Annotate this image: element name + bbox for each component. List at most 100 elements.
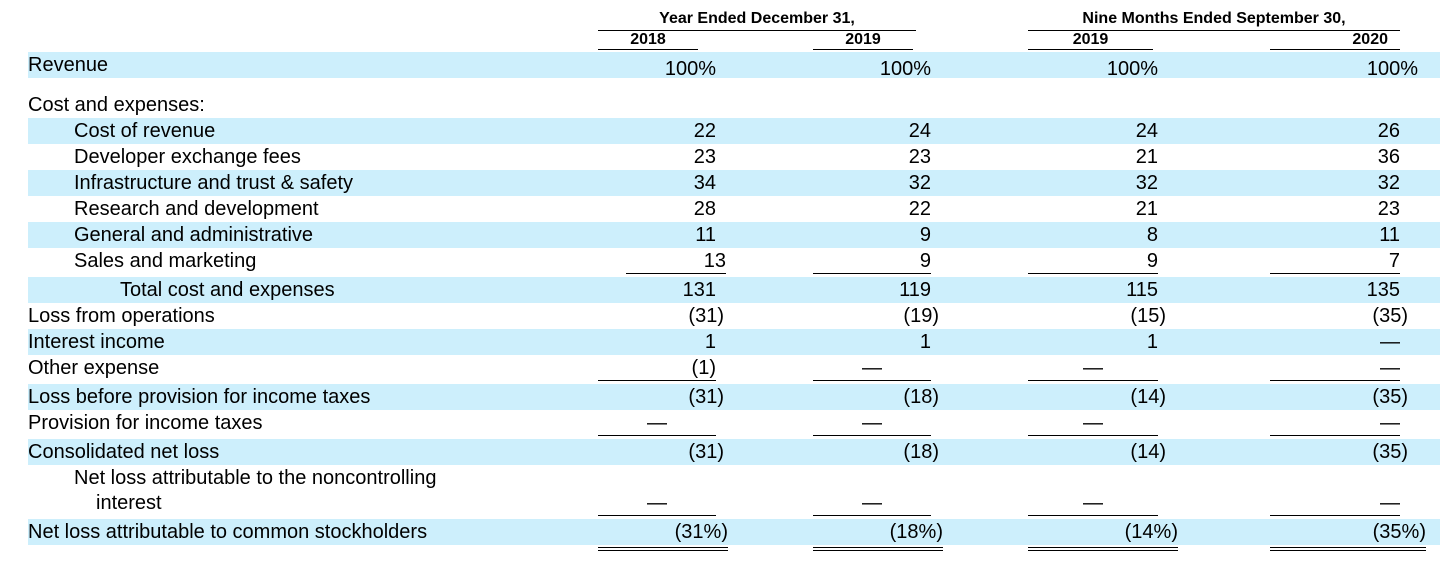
- value-2020-nine: —: [1270, 490, 1400, 516]
- table-row-other-expense: Other expense (1) — — —: [28, 355, 1440, 381]
- row-label: Loss before provision for income taxes: [28, 386, 371, 408]
- value-2018: 131: [682, 279, 716, 301]
- value-2019-nine: (14%): [1028, 519, 1178, 551]
- value-2019: —: [813, 490, 931, 516]
- table-row-developer-exchange-fees: Developer exchange fees 23 23 21 36: [28, 144, 1440, 170]
- value-2020-nine: 23: [1377, 198, 1400, 220]
- header-year-ended: Year Ended December 31,: [598, 8, 916, 31]
- value-2020-nine: 11: [1379, 224, 1400, 246]
- value-2020-nine: 7: [1270, 248, 1400, 274]
- table-row-sales-marketing: Sales and marketing 13 9 9 7: [28, 248, 1440, 274]
- value-2020-nine: —: [1380, 331, 1400, 353]
- value-2019: (19): [903, 305, 939, 327]
- value-2018: 28: [693, 198, 716, 220]
- row-label: Net loss attributable to common stockhol…: [28, 521, 428, 543]
- value-2018: 11: [695, 224, 716, 246]
- value-2018: 34: [693, 172, 716, 194]
- row-label-line2: interest: [96, 492, 162, 514]
- value-2018: 100%: [664, 58, 716, 80]
- row-label: General and administrative: [74, 224, 314, 246]
- table-row-research-development: Research and development 28 22 21 23: [28, 196, 1440, 222]
- value-2019: 23: [908, 146, 931, 168]
- row-label: Cost of revenue: [74, 120, 216, 142]
- value-2019: 32: [908, 172, 931, 194]
- value-2019: 22: [908, 198, 931, 220]
- header-year-2018: 2018: [598, 30, 698, 50]
- header-nine-months: Nine Months Ended September 30,: [1028, 8, 1400, 31]
- value-2020-nine: 135: [1366, 279, 1400, 301]
- row-label: Loss from operations: [28, 305, 215, 327]
- value-2018: 1: [704, 331, 716, 353]
- value-2019: 119: [899, 279, 931, 301]
- value-2018: (1): [598, 355, 716, 381]
- value-2020-nine: (35): [1372, 386, 1408, 408]
- value-2020-nine: (35): [1372, 441, 1408, 463]
- value-2019-nine: —: [1028, 410, 1158, 436]
- value-2019-nine: 21: [1135, 146, 1158, 168]
- table-row-consolidated-net-loss: Consolidated net loss (31) (18) (14) (35…: [28, 439, 1440, 465]
- value-2019-nine: 21: [1135, 198, 1158, 220]
- header-year-2019: 2019: [813, 30, 913, 50]
- row-label: Cost and expenses:: [28, 94, 205, 116]
- table-row-loss-from-operations: Loss from operations (31) (19) (15) (35): [28, 303, 1440, 329]
- value-2020-nine: —: [1270, 355, 1400, 381]
- value-2019-nine: —: [1028, 355, 1158, 381]
- value-2019-nine: 8: [1146, 224, 1158, 246]
- value-2019-nine: 115: [1126, 279, 1158, 301]
- value-2019-nine: 32: [1135, 172, 1158, 194]
- value-2019: —: [813, 355, 931, 381]
- table-row-cost-header: Cost and expenses:: [28, 92, 1440, 118]
- value-2018: (31): [688, 441, 724, 463]
- table-row-provision-tax: Provision for income taxes — — — —: [28, 410, 1440, 436]
- table-row-total-cost: Total cost and expenses 131 119 115 135: [28, 277, 1440, 303]
- row-label-line1: Net loss attributable to the noncontroll…: [74, 467, 437, 489]
- value-2019: 1: [919, 331, 931, 353]
- value-2018: (31%): [598, 519, 728, 551]
- table-row-revenue: Revenue 100% 100% 100% 100%: [28, 52, 1440, 80]
- value-2018: (31): [688, 386, 724, 408]
- value-2018: 22: [693, 120, 716, 142]
- value-2019-nine: —: [1028, 490, 1158, 516]
- row-label: Other expense: [28, 357, 160, 379]
- value-2019: 100%: [879, 58, 931, 80]
- value-2020-nine: —: [1270, 410, 1400, 436]
- table-row-loss-before-tax: Loss before provision for income taxes (…: [28, 384, 1440, 410]
- row-label: Sales and marketing: [74, 250, 257, 272]
- row-label: Total cost and expenses: [120, 279, 335, 301]
- value-2019-nine: 24: [1135, 120, 1158, 142]
- header-year-2019-nine: 2019: [1028, 30, 1153, 50]
- value-2018: 23: [693, 146, 716, 168]
- header-year-2020-nine: 2020: [1270, 30, 1400, 50]
- value-2019-nine: 9: [1028, 248, 1158, 274]
- row-label: Developer exchange fees: [74, 146, 301, 168]
- table-row-net-loss-common: Net loss attributable to common stockhol…: [28, 519, 1440, 551]
- value-2019-nine: (14): [1130, 386, 1166, 408]
- value-2018: —: [598, 490, 716, 516]
- value-2020-nine: 32: [1377, 172, 1400, 194]
- table-row-cost-of-revenue: Cost of revenue 22 24 24 26: [28, 118, 1440, 144]
- value-2019: 24: [908, 120, 931, 142]
- value-2019: (18): [903, 386, 939, 408]
- value-2018: —: [598, 410, 716, 436]
- value-2019-nine: (14): [1130, 441, 1166, 463]
- value-2019-nine: (15): [1130, 305, 1166, 327]
- table-row-interest-income: Interest income 1 1 1 —: [28, 329, 1440, 355]
- value-2019-nine: 1: [1146, 331, 1158, 353]
- value-2018: (31): [688, 305, 724, 327]
- row-label: Interest income: [28, 331, 165, 353]
- value-2019: (18): [903, 441, 939, 463]
- value-2020-nine: (35%): [1270, 519, 1426, 551]
- value-2020-nine: 36: [1377, 146, 1400, 168]
- value-2020-nine: 26: [1377, 120, 1400, 142]
- row-label: Revenue: [28, 54, 109, 76]
- value-2019: (18%): [813, 519, 943, 551]
- value-2019: —: [813, 410, 931, 436]
- value-2018: 13: [626, 248, 726, 274]
- value-2020-nine: 100%: [1366, 58, 1418, 80]
- row-label: Consolidated net loss: [28, 441, 220, 463]
- value-2019-nine: 100%: [1106, 58, 1158, 80]
- value-2019: 9: [919, 224, 931, 246]
- row-label: Infrastructure and trust & safety: [74, 172, 354, 194]
- row-label: Provision for income taxes: [28, 412, 263, 434]
- table-row-infrastructure: Infrastructure and trust & safety 34 32 …: [28, 170, 1440, 196]
